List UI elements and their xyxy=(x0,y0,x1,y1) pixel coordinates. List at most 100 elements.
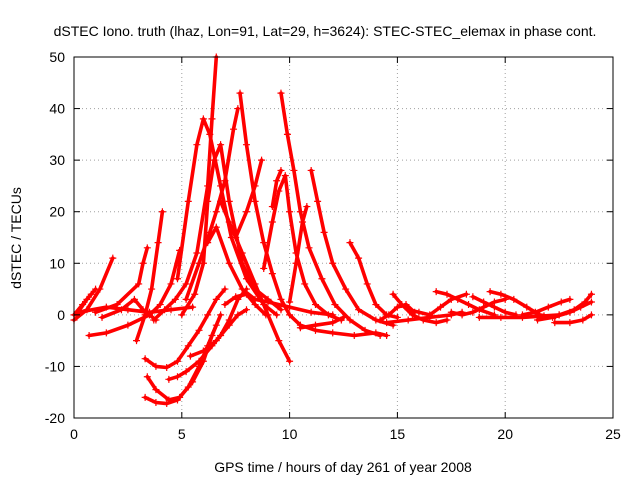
data-point xyxy=(161,306,169,314)
data-point xyxy=(275,337,283,345)
data-point xyxy=(165,375,173,383)
data-point xyxy=(173,275,181,283)
data-point xyxy=(318,275,326,283)
data-series-28 xyxy=(296,313,347,332)
data-point xyxy=(555,311,563,319)
data-series-42 xyxy=(551,311,595,327)
ticks: 0 5 10 15 20 25 -20 -10 0 10 20 30 40 50 xyxy=(45,49,621,442)
data-point xyxy=(238,249,246,257)
data-point xyxy=(277,89,285,97)
data-point xyxy=(475,313,483,321)
data-point xyxy=(251,280,259,288)
series-line xyxy=(188,307,249,358)
data-point xyxy=(152,362,160,370)
data-point xyxy=(277,166,285,174)
data-point xyxy=(301,280,309,288)
data-point xyxy=(113,301,121,309)
data-point xyxy=(102,329,110,337)
data-point xyxy=(251,301,259,309)
data-series-36 xyxy=(469,293,520,319)
data-point xyxy=(264,298,272,306)
data-point xyxy=(376,331,384,339)
data-point xyxy=(432,288,440,296)
data-point xyxy=(465,301,473,309)
data-series-34 xyxy=(432,288,498,319)
data-point xyxy=(141,393,149,401)
data-point xyxy=(182,368,190,376)
data-point xyxy=(83,295,91,303)
data-series-35 xyxy=(447,295,509,319)
series-line xyxy=(557,292,594,317)
data-point xyxy=(320,228,328,236)
data-point xyxy=(260,239,268,247)
data-point xyxy=(135,280,143,288)
data-point xyxy=(173,357,181,365)
data-point xyxy=(141,355,149,363)
data-point xyxy=(570,306,578,314)
data-point xyxy=(469,293,477,301)
data-point xyxy=(296,208,304,216)
data-point xyxy=(346,316,354,324)
data-point xyxy=(286,357,294,365)
data-point xyxy=(292,259,300,267)
data-point xyxy=(350,331,358,339)
series-line xyxy=(152,55,219,322)
data-point xyxy=(314,197,322,205)
data-point xyxy=(331,301,339,309)
data-point xyxy=(195,357,203,365)
data-point xyxy=(232,293,240,301)
data-point xyxy=(143,373,151,381)
data-point xyxy=(454,295,462,303)
data-point xyxy=(342,285,350,293)
y-tick-label: 10 xyxy=(49,255,65,271)
data-point xyxy=(305,244,313,252)
data-point xyxy=(581,298,589,306)
data-point xyxy=(299,218,307,226)
data-point xyxy=(551,319,559,327)
data-series-9 xyxy=(150,53,220,324)
data-point xyxy=(534,316,542,324)
data-point xyxy=(443,316,451,324)
data-point xyxy=(393,303,401,311)
data-series-25 xyxy=(277,89,384,339)
data-point xyxy=(307,166,315,174)
plot-frame xyxy=(73,56,614,419)
data-point xyxy=(184,342,192,350)
data-point xyxy=(242,306,250,314)
data-series-21 xyxy=(221,290,270,319)
data-point xyxy=(497,313,505,321)
data-point xyxy=(217,197,225,205)
data-point xyxy=(117,306,125,314)
data-point xyxy=(217,141,225,149)
data-point xyxy=(193,141,201,149)
data-point xyxy=(544,303,552,311)
data-point xyxy=(383,331,391,339)
y-tick-label: -10 xyxy=(45,358,65,374)
data-point xyxy=(355,254,363,262)
data-point xyxy=(404,306,412,314)
data-point xyxy=(340,313,347,321)
data-point xyxy=(133,337,141,345)
data-point xyxy=(124,306,132,314)
data-point xyxy=(307,308,315,316)
data-point xyxy=(587,298,595,306)
data-point xyxy=(208,115,216,123)
data-point xyxy=(212,223,220,231)
data-point xyxy=(156,301,164,309)
data-point xyxy=(232,234,240,241)
data-series-8 xyxy=(133,208,166,345)
data-point xyxy=(587,290,595,298)
data-point xyxy=(311,321,319,329)
data-point xyxy=(277,306,285,314)
data-point xyxy=(184,197,192,205)
series-line xyxy=(552,313,594,325)
series-line xyxy=(145,313,223,402)
data-point xyxy=(163,400,171,408)
data-point xyxy=(329,259,337,267)
data-point xyxy=(141,311,149,319)
data-point xyxy=(225,218,233,226)
data-point xyxy=(432,319,440,327)
data-point xyxy=(154,239,162,247)
data-point xyxy=(469,308,477,316)
data-point xyxy=(186,352,194,360)
